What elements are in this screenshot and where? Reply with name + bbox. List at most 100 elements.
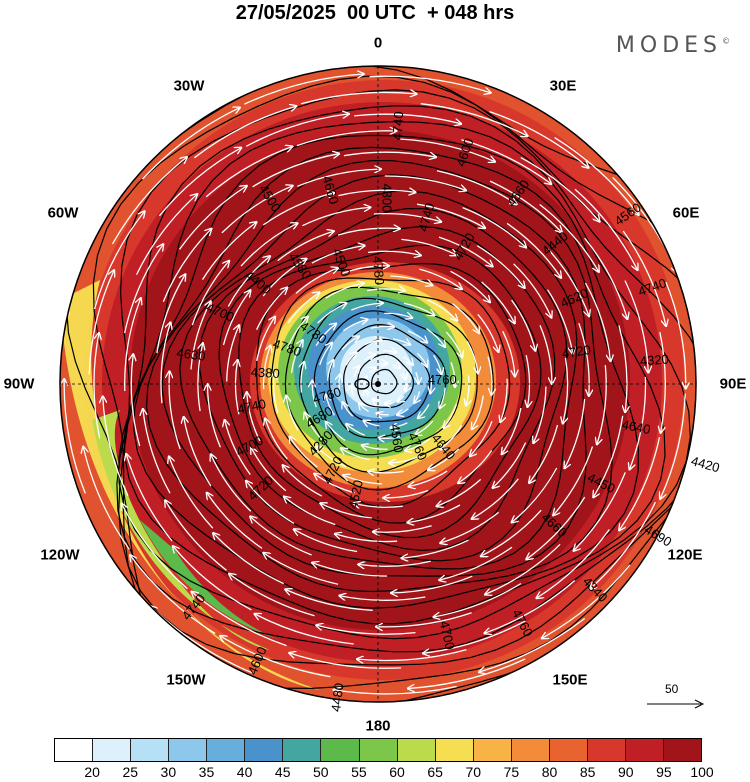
- streamline: [201, 222, 257, 280]
- streamline: [624, 280, 648, 373]
- streamline: [328, 360, 334, 381]
- height-contour: [179, 190, 578, 570]
- colorbar-tick-label: 25: [122, 764, 139, 780]
- streamline: [131, 355, 141, 447]
- streamline: [351, 385, 354, 398]
- streamline: [229, 574, 315, 617]
- contour-label: 4720: [561, 342, 592, 361]
- colorbar-tick-label: 80: [541, 764, 558, 780]
- colorbar-tick-label: 50: [313, 764, 329, 780]
- colorbar-swatch: [169, 739, 208, 761]
- streamline: [526, 354, 529, 407]
- streamline: [346, 424, 366, 436]
- streamline: [193, 106, 296, 159]
- streamline: [450, 270, 490, 302]
- streamline: [373, 525, 432, 533]
- streamline: [379, 437, 401, 439]
- streamline: [290, 653, 402, 669]
- streamline: [416, 352, 427, 366]
- streamline: [369, 75, 491, 93]
- streamline: [481, 509, 542, 556]
- streamline: [250, 517, 312, 556]
- streamline: [384, 313, 412, 318]
- streamline: [301, 92, 416, 105]
- lon-label-120e: 120E: [667, 546, 703, 564]
- streamline: [225, 420, 251, 475]
- streamline: [392, 339, 410, 345]
- lon-label-30e: 30E: [549, 77, 577, 95]
- streamline: [420, 103, 528, 136]
- streamline: [93, 212, 145, 310]
- streamline: [370, 326, 394, 328]
- streamline: [321, 503, 372, 519]
- streamline: [403, 302, 434, 315]
- height-contours: [65, 66, 696, 702]
- colorbar-tick-label: 45: [274, 764, 291, 780]
- streamline: [470, 420, 493, 456]
- streamline: [340, 596, 426, 601]
- streamline: [334, 685, 457, 694]
- streamline: [368, 471, 404, 473]
- lon-label-0: 0: [373, 34, 383, 52]
- streamline: [314, 474, 355, 494]
- streamline: [489, 110, 589, 168]
- contour-label: 4640: [621, 417, 652, 437]
- colorbar-swatch: [473, 739, 512, 761]
- streamline: [423, 620, 526, 653]
- colorbar-tick-label: 85: [579, 764, 596, 780]
- reference-vector: 50: [643, 680, 713, 720]
- colorbar-swatch: [321, 739, 360, 761]
- streamline: [207, 493, 263, 549]
- colorbar-swatch: [511, 739, 550, 761]
- streamline: [368, 251, 421, 255]
- streamline: [584, 282, 611, 361]
- streamline: [265, 419, 288, 460]
- streamline: [290, 437, 318, 468]
- streamline: [461, 139, 551, 184]
- streamline: [301, 362, 304, 393]
- streamline: [208, 384, 221, 448]
- streamline: [452, 303, 480, 333]
- streamline: [326, 422, 346, 441]
- streamline: [402, 539, 469, 558]
- streamline: [255, 614, 354, 645]
- streamline: [245, 114, 349, 147]
- streamline: [274, 373, 279, 414]
- streamline: [405, 438, 431, 451]
- colorbar-tick-label: 100: [690, 764, 714, 780]
- streamline: [205, 147, 292, 198]
- height-contour: [238, 244, 542, 539]
- streamline: [341, 448, 370, 461]
- streamline: [244, 74, 363, 105]
- streamline: [539, 324, 552, 384]
- streamline: [397, 408, 409, 415]
- map-title: 27/05/2025 00 UTC + 048 hrs: [235, 2, 515, 24]
- streamline: [553, 446, 594, 515]
- streamline: [362, 445, 388, 449]
- lon-label-90w: 90W: [3, 375, 35, 393]
- streamline: [338, 190, 416, 197]
- streamline: [283, 465, 323, 497]
- streamline: [401, 238, 456, 255]
- streamline: [547, 248, 589, 316]
- streamline: [619, 437, 661, 530]
- streamline: [190, 302, 211, 370]
- colorbar-tick-label: 90: [617, 764, 634, 780]
- streamline: [440, 387, 446, 409]
- colorbar-swatch: [549, 739, 588, 761]
- streamline: [236, 360, 239, 415]
- colorbar-swatch: [93, 739, 132, 761]
- streamline: [130, 555, 216, 635]
- streamline: [542, 564, 631, 638]
- streamline: [343, 151, 436, 157]
- streamline: [287, 293, 319, 323]
- streamline: [343, 475, 382, 485]
- streamline: [408, 504, 461, 523]
- contour-label: 4560: [387, 423, 406, 454]
- lon-label-60e: 60E: [672, 204, 700, 222]
- streamline: [136, 194, 197, 275]
- streamline: [370, 368, 376, 373]
- streamline: [252, 154, 339, 188]
- streamline: [191, 261, 229, 326]
- map-border: [59, 65, 697, 703]
